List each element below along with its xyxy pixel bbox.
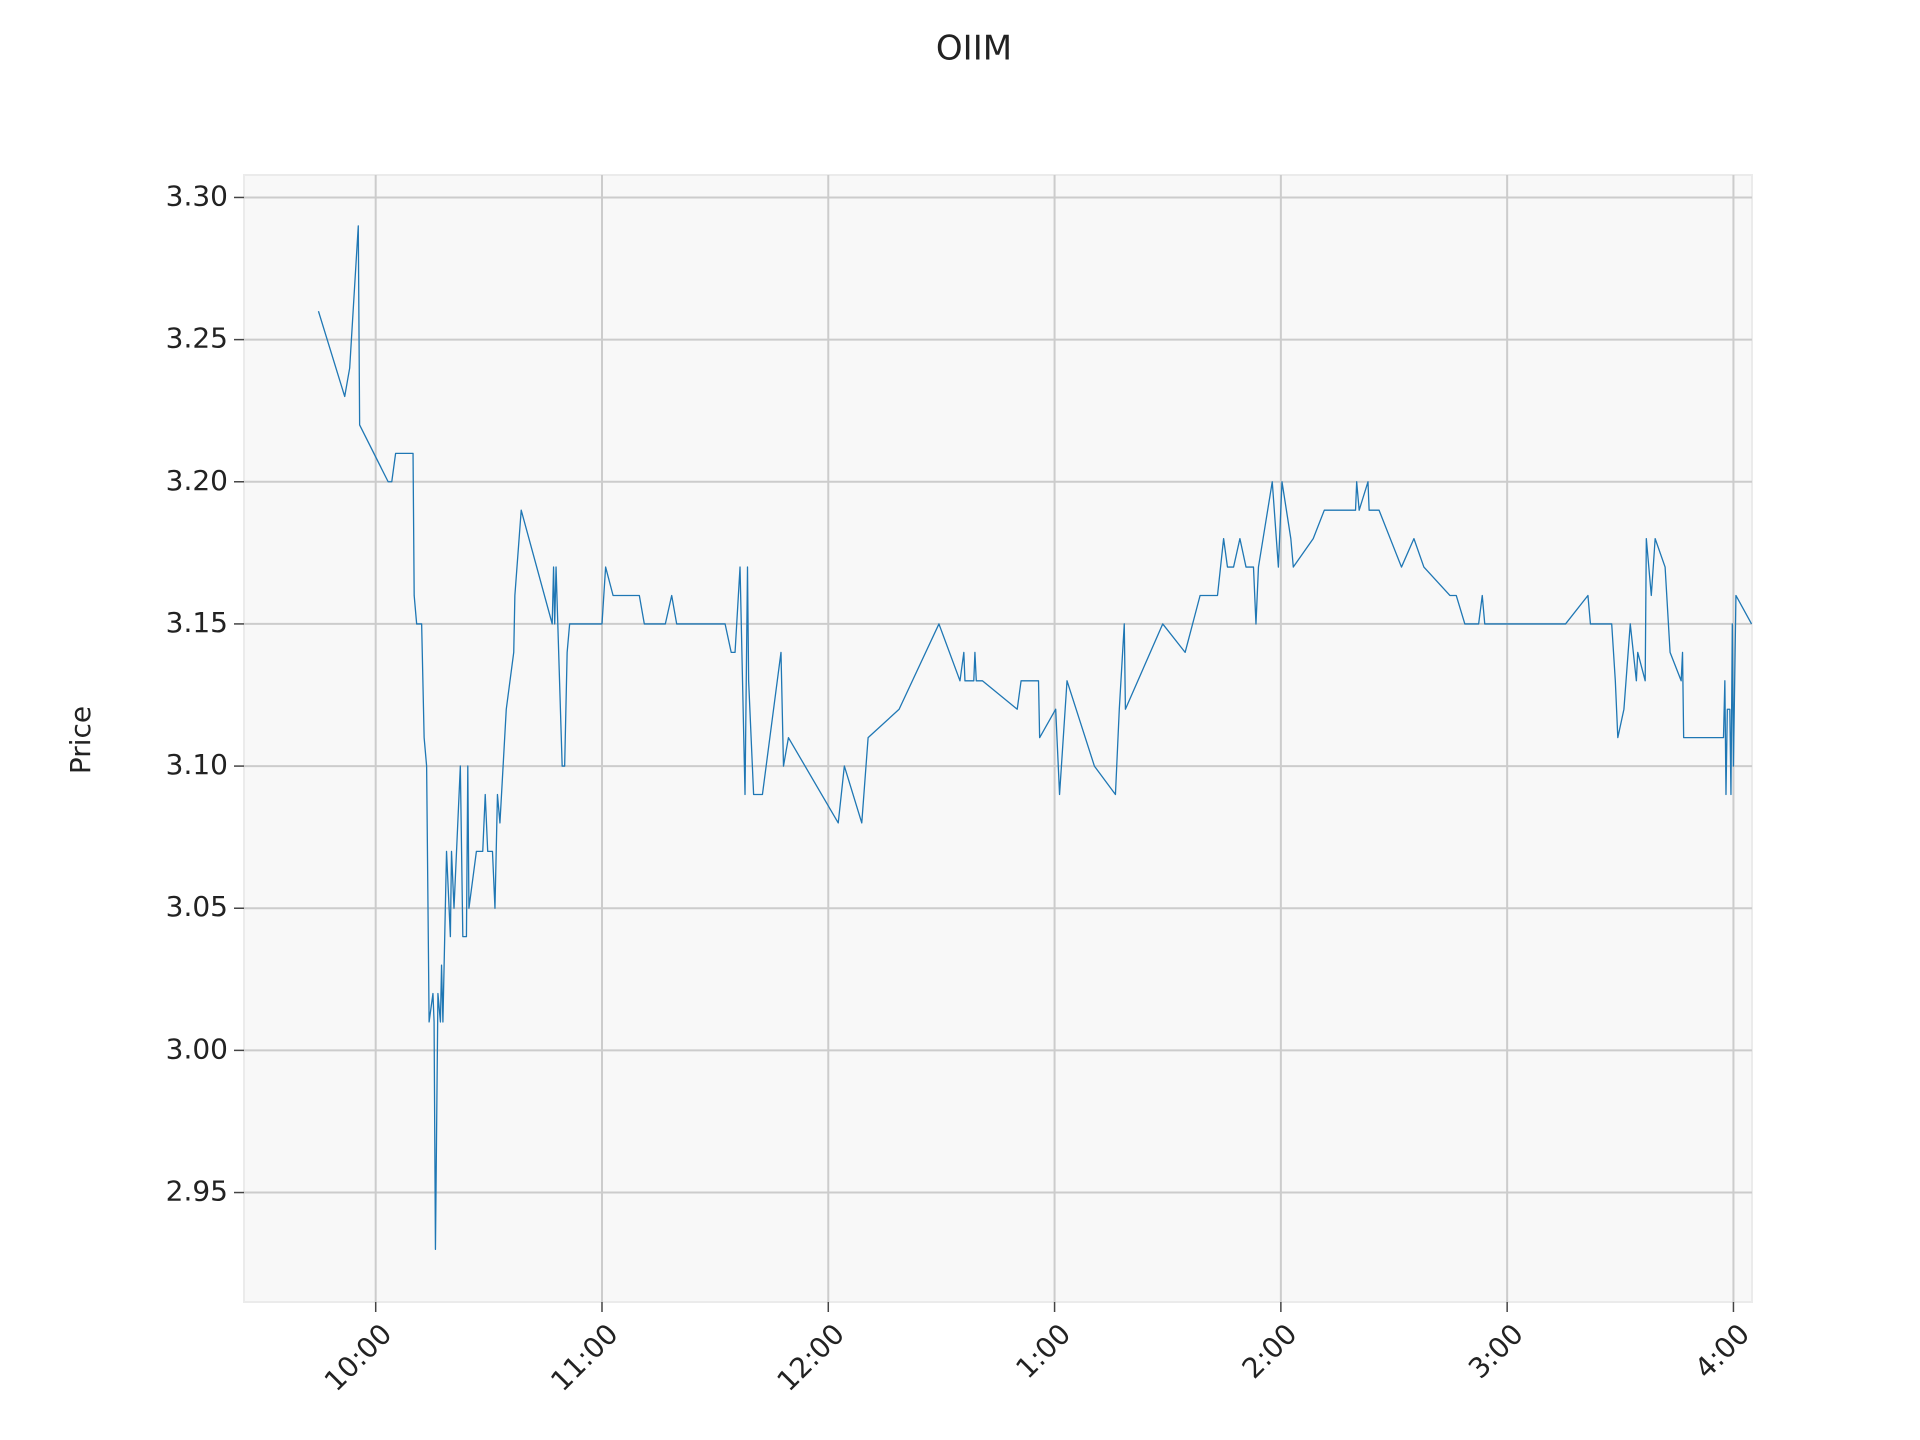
x-tick-label: 4:00: [1688, 1317, 1756, 1385]
y-tick-label: 3.20: [166, 464, 228, 497]
y-tick-label: 3.10: [166, 748, 228, 781]
y-tick-label: 3.30: [166, 179, 228, 212]
x-tick-label: 3:00: [1462, 1317, 1530, 1385]
x-tick-label: 2:00: [1236, 1317, 1304, 1385]
x-tick-label: 11:00: [544, 1317, 624, 1397]
y-tick-label: 3.05: [166, 890, 228, 923]
y-tick-label: 3.00: [166, 1032, 228, 1065]
x-tick-label: 1:00: [1009, 1317, 1077, 1385]
price-line: [317, 225, 1753, 1251]
y-tick-label: 3.15: [166, 606, 228, 639]
y-tick-label: 2.95: [166, 1175, 228, 1208]
plot-area: [243, 174, 1753, 1303]
x-tick-label: 10:00: [318, 1317, 398, 1397]
chart-title: OIIM: [936, 29, 1012, 69]
x-tick-label: 12:00: [770, 1317, 850, 1397]
y-tick-label: 3.25: [166, 322, 228, 355]
y-axis-label: Price: [64, 706, 97, 774]
